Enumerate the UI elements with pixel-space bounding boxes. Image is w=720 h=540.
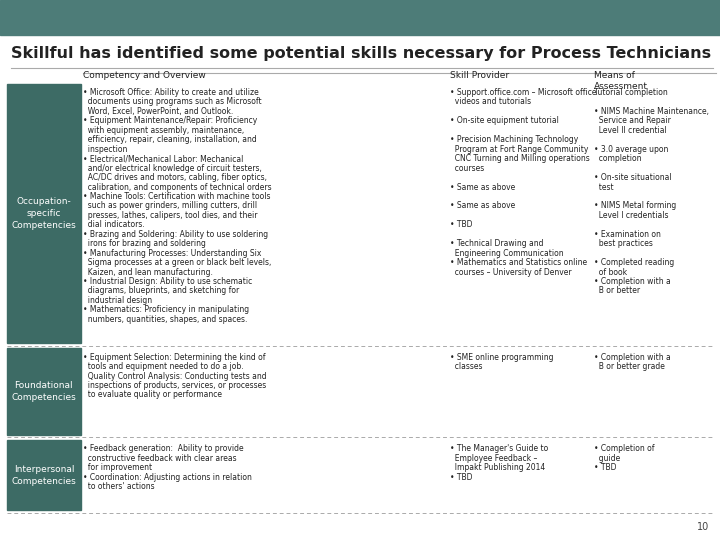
Text: • Mathematics: Proficiency in manipulating: • Mathematics: Proficiency in manipulati… [83, 305, 249, 314]
Text: • Examination on: • Examination on [594, 230, 661, 239]
Bar [7, 440, 81, 510]
Text: • Coordination: Adjusting actions in relation: • Coordination: Adjusting actions in rel… [83, 473, 252, 482]
Text: • Feedback generation:  Ability to provide: • Feedback generation: Ability to provid… [83, 444, 243, 454]
Text: AC/DC drives and motors, cabling, fiber optics,: AC/DC drives and motors, cabling, fiber … [83, 173, 267, 182]
Text: • Completion with a: • Completion with a [594, 277, 671, 286]
Text: documents using programs such as Microsoft: documents using programs such as Microso… [83, 97, 261, 106]
Text: Interpersonal
Competencies: Interpersonal Competencies [12, 465, 76, 485]
Text: Kaizen, and lean manufacturing.: Kaizen, and lean manufacturing. [83, 267, 212, 276]
Text: Quality Control Analysis: Conducting tests and: Quality Control Analysis: Conducting tes… [83, 372, 266, 381]
Text: • On-site situational: • On-site situational [594, 173, 672, 182]
Text: • Completed reading: • Completed reading [594, 258, 674, 267]
Text: • Manufacturing Processes: Understanding Six: • Manufacturing Processes: Understanding… [83, 248, 261, 258]
Bar [7, 84, 81, 343]
Text: inspections of products, services, or processes: inspections of products, services, or pr… [83, 381, 266, 390]
Text: • Equipment Selection: Determining the kind of: • Equipment Selection: Determining the k… [83, 353, 265, 362]
Text: • Technical Drawing and: • Technical Drawing and [450, 239, 544, 248]
Text: best practices: best practices [594, 239, 653, 248]
Text: • Support.office.com – Microsoft office: • Support.office.com – Microsoft office [450, 88, 596, 97]
Text: • NIMS Metal forming: • NIMS Metal forming [594, 201, 676, 211]
Text: Word, Excel, PowerPoint, and Outlook.: Word, Excel, PowerPoint, and Outlook. [83, 107, 233, 116]
Text: • NIMS Machine Maintenance,: • NIMS Machine Maintenance, [594, 107, 709, 116]
Text: inspection: inspection [83, 145, 127, 154]
Text: Service and Repair: Service and Repair [594, 116, 671, 125]
Text: • Precision Machining Technology: • Precision Machining Technology [450, 135, 578, 144]
Text: numbers, quantities, shapes, and spaces.: numbers, quantities, shapes, and spaces. [83, 315, 247, 324]
Text: Tutorial completion: Tutorial completion [594, 88, 667, 97]
Text: calibration, and components of technical orders: calibration, and components of technical… [83, 183, 271, 192]
Text: Engineering Communication: Engineering Communication [450, 248, 564, 258]
Text: such as power grinders, milling cutters, drill: such as power grinders, milling cutters,… [83, 201, 257, 211]
Text: diagrams, blueprints, and sketching for: diagrams, blueprints, and sketching for [83, 286, 239, 295]
Text: • Electrical/Mechanical Labor: Mechanical: • Electrical/Mechanical Labor: Mechanica… [83, 154, 243, 163]
Bar [0, 0, 720, 35]
Text: presses, lathes, calipers, tool dies, and their: presses, lathes, calipers, tool dies, an… [83, 211, 257, 220]
Text: constructive feedback with clear areas: constructive feedback with clear areas [83, 454, 236, 463]
Text: completion: completion [594, 154, 642, 163]
Text: CNC Turning and Milling operations: CNC Turning and Milling operations [450, 154, 590, 163]
Text: industrial design: industrial design [83, 296, 152, 305]
Text: Sigma processes at a green or black belt levels,: Sigma processes at a green or black belt… [83, 258, 271, 267]
Text: with equipment assembly, maintenance,: with equipment assembly, maintenance, [83, 126, 244, 135]
Text: • TBD: • TBD [450, 473, 472, 482]
Text: Program at Fort Range Community: Program at Fort Range Community [450, 145, 588, 154]
Text: dial indicators.: dial indicators. [83, 220, 145, 230]
Text: Level II credential: Level II credential [594, 126, 667, 135]
Text: courses: courses [450, 164, 485, 173]
Text: classes: classes [450, 362, 482, 371]
Text: • 3.0 average upon: • 3.0 average upon [594, 145, 668, 154]
Text: tools and equipment needed to do a job.: tools and equipment needed to do a job. [83, 362, 243, 371]
Text: • The Manager's Guide to: • The Manager's Guide to [450, 444, 548, 454]
Text: of book: of book [594, 267, 627, 276]
Text: courses – University of Denver: courses – University of Denver [450, 267, 572, 276]
Text: Skill Provider: Skill Provider [450, 71, 509, 80]
Text: • Mathematics and Statistics online: • Mathematics and Statistics online [450, 258, 587, 267]
Text: • TBD: • TBD [594, 463, 616, 472]
Text: • Completion of: • Completion of [594, 444, 654, 454]
Text: for improvement: for improvement [83, 463, 152, 472]
Text: Impakt Publishing 2014: Impakt Publishing 2014 [450, 463, 545, 472]
Text: • Same as above: • Same as above [450, 183, 516, 192]
Text: irons for brazing and soldering: irons for brazing and soldering [83, 239, 206, 248]
Text: • Microsoft Office: Ability to create and utilize: • Microsoft Office: Ability to create an… [83, 88, 258, 97]
Text: videos and tutorials: videos and tutorials [450, 97, 531, 106]
Text: • TBD: • TBD [450, 220, 472, 230]
Text: Skillful has identified some potential skills necessary for Process Technicians: Skillful has identified some potential s… [11, 46, 711, 61]
Text: and/or electrical knowledge of circuit testers,: and/or electrical knowledge of circuit t… [83, 164, 261, 173]
Text: • On-site equipment tutorial: • On-site equipment tutorial [450, 116, 559, 125]
Text: Competency and Overview: Competency and Overview [83, 71, 205, 80]
Text: • Completion with a: • Completion with a [594, 353, 671, 362]
Text: • Machine Tools: Certification with machine tools: • Machine Tools: Certification with mach… [83, 192, 270, 201]
Text: Level I credentials: Level I credentials [594, 211, 668, 220]
Text: Occupation-
specific
Competencies: Occupation- specific Competencies [12, 197, 76, 230]
Text: test: test [594, 183, 613, 192]
Text: • Industrial Design: Ability to use schematic: • Industrial Design: Ability to use sche… [83, 277, 252, 286]
Text: B or better: B or better [594, 286, 640, 295]
Text: • SME online programming: • SME online programming [450, 353, 554, 362]
Text: 10: 10 [697, 522, 709, 532]
Text: B or better grade: B or better grade [594, 362, 665, 371]
Text: • Equipment Maintenance/Repair: Proficiency: • Equipment Maintenance/Repair: Proficie… [83, 116, 257, 125]
Text: • Same as above: • Same as above [450, 201, 516, 211]
Text: • Brazing and Soldering: Ability to use soldering: • Brazing and Soldering: Ability to use … [83, 230, 268, 239]
Text: guide: guide [594, 454, 620, 463]
Bar [7, 348, 81, 435]
Text: to evaluate quality or performance: to evaluate quality or performance [83, 390, 222, 400]
Text: Foundational
Competencies: Foundational Competencies [12, 381, 76, 402]
Text: to others' actions: to others' actions [83, 482, 154, 491]
Text: Employee Feedback –: Employee Feedback – [450, 454, 537, 463]
Text: efficiency, repair, cleaning, installation, and: efficiency, repair, cleaning, installati… [83, 135, 256, 144]
Text: Means of
Assessment: Means of Assessment [594, 71, 648, 91]
